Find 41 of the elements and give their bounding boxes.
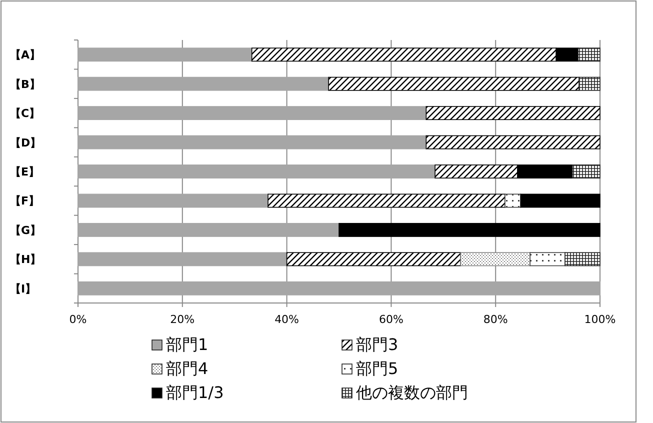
bar	[268, 194, 506, 208]
bar	[78, 135, 427, 150]
y-tick-label: 【E】	[10, 166, 40, 178]
y-tick-label: 【F】	[10, 194, 40, 208]
y-tick-label: 【C】	[10, 107, 40, 120]
y-tick-label: 【H】	[10, 253, 42, 266]
bar	[564, 252, 600, 266]
bar	[338, 222, 600, 237]
legend-label: 他の複数の部門	[356, 383, 468, 402]
legend-label: 部門1	[166, 335, 208, 354]
bar	[78, 194, 268, 208]
y-tick-label: 【D】	[10, 136, 42, 150]
bar	[328, 76, 580, 91]
bar	[78, 164, 436, 178]
legend-label: 部門3	[356, 335, 398, 354]
x-tick-label: 40%	[274, 313, 300, 326]
x-tick-label: 80%	[483, 313, 508, 326]
bar	[504, 194, 522, 208]
bar	[520, 194, 600, 208]
x-tick-label: 60%	[378, 313, 404, 326]
bar	[78, 281, 600, 296]
y-tick-label: 【I】	[10, 282, 36, 296]
bar	[578, 76, 600, 91]
x-tick-label: 100%	[584, 313, 616, 326]
y-tick-label: 【B】	[10, 78, 40, 91]
x-tick-label: 0%	[69, 313, 87, 326]
bar	[78, 48, 252, 62]
bar	[78, 252, 288, 266]
x-tick-label: 20%	[170, 313, 195, 326]
bar	[426, 106, 600, 120]
legend-label: 部門4	[166, 359, 208, 378]
y-tick-label: 【A】	[10, 48, 41, 62]
bar	[78, 222, 340, 237]
legend-label: 部門1/3	[166, 383, 224, 402]
bar	[78, 76, 329, 91]
bar	[78, 106, 427, 120]
bar	[572, 164, 600, 178]
y-tick-label: 【G】	[10, 224, 42, 237]
bar	[578, 48, 600, 62]
bar	[426, 135, 600, 150]
legend-label: 部門5	[356, 359, 398, 378]
